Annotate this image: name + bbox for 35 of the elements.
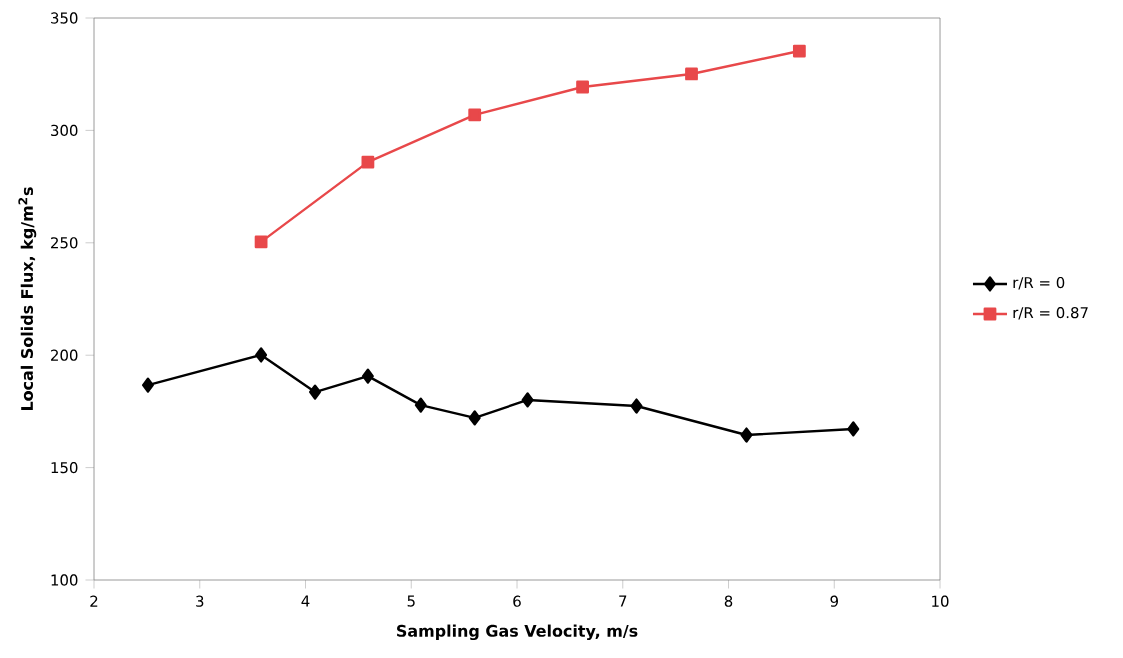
point	[254, 235, 268, 249]
point	[414, 397, 427, 413]
y-tick-label: 250	[51, 237, 78, 249]
y-tick-label: 150	[51, 461, 78, 474]
point	[468, 108, 482, 122]
legend-label: r/R = 0.87	[1013, 306, 1088, 320]
x-tick-label: 9	[830, 595, 838, 607]
y-tick-label: 350	[51, 12, 78, 24]
point	[468, 410, 481, 426]
point	[685, 67, 698, 81]
x-tick-label: 8	[724, 595, 733, 607]
x-tick-label: 10	[932, 595, 949, 607]
point	[792, 44, 806, 58]
point	[361, 368, 374, 384]
legend-label: r/R = 0	[1013, 276, 1065, 290]
x-tick-label: 5	[407, 595, 415, 607]
point	[141, 377, 154, 393]
y-tick-label: 100	[51, 574, 78, 586]
x-tick-label: 6	[513, 595, 521, 607]
point	[630, 398, 643, 414]
point	[847, 421, 860, 437]
point	[521, 392, 534, 408]
x-tick-label: 7	[619, 595, 627, 607]
y-axis-title: Local Solids Flux, kg/m$^{2}$s	[18, 187, 37, 411]
point	[309, 384, 322, 400]
point	[740, 427, 753, 443]
y-tick-label: 300	[51, 124, 78, 137]
x-axis-title: Sampling Gas Velocity, m/s	[397, 624, 638, 641]
x-tick-label: 2	[90, 595, 98, 607]
x-tick-label: 3	[196, 595, 204, 607]
y-tick-label: 200	[51, 349, 78, 361]
point	[576, 80, 589, 94]
x-tick-label: 4	[301, 595, 310, 607]
point	[255, 347, 268, 363]
point	[361, 155, 375, 169]
